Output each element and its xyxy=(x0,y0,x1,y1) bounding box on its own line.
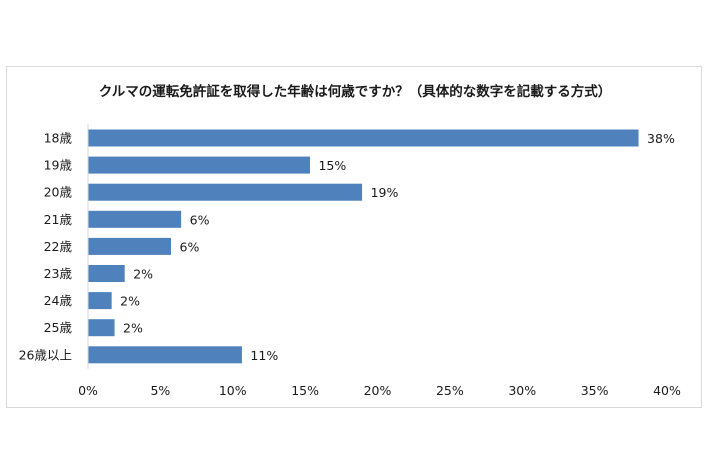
data-label: 6% xyxy=(180,239,200,254)
x-tick-label: 30% xyxy=(508,383,536,398)
x-tick-label: 25% xyxy=(436,383,464,398)
data-label: 19% xyxy=(371,185,399,200)
category-label: 23歳 xyxy=(44,266,73,281)
category-label: 19歳 xyxy=(44,158,73,173)
category-label: 26歳以上 xyxy=(19,347,72,362)
bar xyxy=(88,183,363,201)
data-label: 15% xyxy=(318,158,346,173)
x-tick-label: 20% xyxy=(364,383,392,398)
x-tick-label: 10% xyxy=(219,383,247,398)
category-label: 21歳 xyxy=(44,212,73,227)
data-label: 2% xyxy=(120,294,140,309)
data-label: 6% xyxy=(190,212,210,227)
bar xyxy=(88,292,112,310)
x-tick-label: 15% xyxy=(291,383,319,398)
x-tick-label: 5% xyxy=(150,383,170,398)
category-label: 22歳 xyxy=(44,239,73,254)
category-label: 25歳 xyxy=(44,320,73,335)
category-label: 18歳 xyxy=(44,131,73,146)
data-label: 38% xyxy=(647,131,675,146)
bar xyxy=(88,156,310,174)
data-label: 2% xyxy=(133,267,153,282)
data-label: 2% xyxy=(123,321,143,336)
bar xyxy=(88,346,242,364)
x-tick-label: 40% xyxy=(653,383,681,398)
x-tick-label: 35% xyxy=(581,383,609,398)
chart-title: クルマの運転免許証を取得した年齢は何歳ですか？（具体的な数字を記載する方式） xyxy=(98,84,612,100)
category-label: 24歳 xyxy=(44,293,73,308)
bar xyxy=(88,265,125,282)
chart-frame xyxy=(6,66,702,408)
bar xyxy=(88,319,115,337)
bar xyxy=(88,129,639,147)
category-label: 20歳 xyxy=(44,185,73,200)
x-tick-label: 0% xyxy=(78,383,98,398)
data-label: 11% xyxy=(250,348,278,363)
bar xyxy=(88,210,182,228)
bar xyxy=(88,237,172,255)
